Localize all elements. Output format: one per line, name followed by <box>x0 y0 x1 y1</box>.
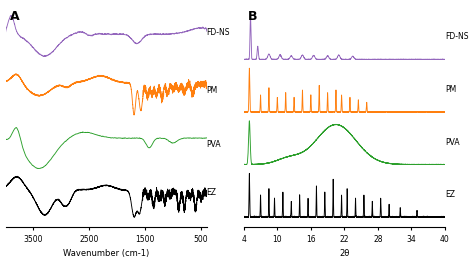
Text: PVA: PVA <box>445 138 460 147</box>
Text: FD-NS: FD-NS <box>207 28 230 37</box>
Text: FD-NS: FD-NS <box>445 32 468 41</box>
X-axis label: 2θ: 2θ <box>339 249 349 258</box>
Text: PM: PM <box>445 85 456 94</box>
Text: B: B <box>248 10 257 23</box>
Text: PVA: PVA <box>207 140 221 149</box>
Text: EZ: EZ <box>445 190 455 199</box>
X-axis label: Wavenumber (cm-1): Wavenumber (cm-1) <box>63 249 149 258</box>
Text: PM: PM <box>207 86 218 95</box>
Text: A: A <box>9 10 19 23</box>
Text: EZ: EZ <box>207 188 217 197</box>
